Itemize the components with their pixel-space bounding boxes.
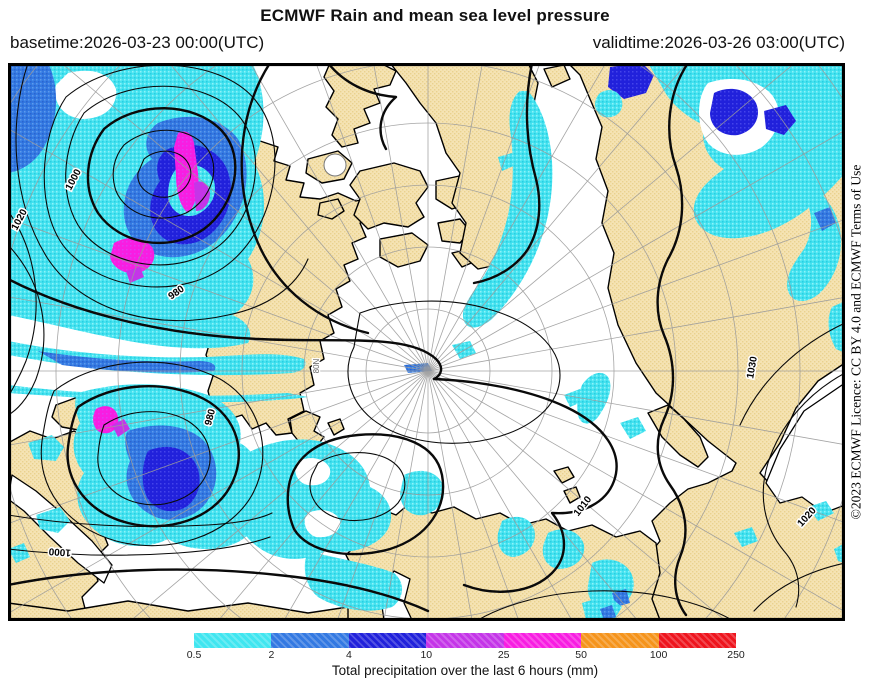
legend-tick: 0.5	[186, 649, 202, 661]
latitude-label: 80N	[312, 358, 321, 373]
rain-extreme-core	[174, 131, 199, 213]
legend-swatch-0-5	[194, 633, 272, 648]
legend-tick: 2	[268, 649, 275, 661]
legend-tick: 4	[345, 649, 352, 661]
legend-tick-labels: 0.5 2 4 10 25 50 100 250	[187, 648, 745, 661]
precipitation-layer	[8, 63, 845, 620]
legend-swatch-10	[426, 633, 504, 648]
legend-swatch-25	[503, 633, 582, 648]
legend-swatch-4	[348, 633, 427, 648]
map-frame-border	[7, 62, 846, 622]
legend-tick: 10	[420, 649, 433, 661]
validtime-label: validtime:2026-03-26 03:00(UTC)	[592, 33, 845, 52]
landmass-arctic-islands	[323, 62, 397, 148]
copyright-text: ©2023 ECMWF Licence: CC BY 4.0 and ECMWF…	[848, 164, 863, 520]
copyright-sidebar: ©2023 ECMWF Licence: CC BY 4.0 and ECMWF…	[843, 63, 869, 621]
legend-swatch-50	[581, 633, 659, 648]
legend-tick: 25	[497, 649, 510, 661]
isobar-label: 980	[203, 407, 218, 426]
page-title: ECMWF Rain and mean sea level pressure	[260, 6, 610, 25]
precipitation-legend: 0.5 2 4 10 25 50 100 250 Total precipita…	[187, 633, 745, 678]
legend-tick: 50	[575, 649, 587, 661]
isobar-layer	[6, 61, 846, 621]
legend-color-bar	[194, 633, 736, 648]
isobar-label: 1000	[48, 545, 71, 558]
legend-tick: 100	[649, 649, 668, 661]
legend-swatch-100	[658, 633, 736, 648]
legend-tick: 250	[727, 649, 745, 661]
landmass-svalbard	[289, 410, 325, 448]
legend-caption: Total precipitation over the last 6 hour…	[331, 663, 599, 678]
basetime-label: basetime:2026-03-23 00:00(UTC)	[10, 33, 265, 52]
time-row: basetime:2026-03-23 00:00(UTC) validtime…	[0, 33, 870, 57]
legend-swatch-2	[271, 633, 349, 648]
polar-lake	[323, 153, 347, 177]
